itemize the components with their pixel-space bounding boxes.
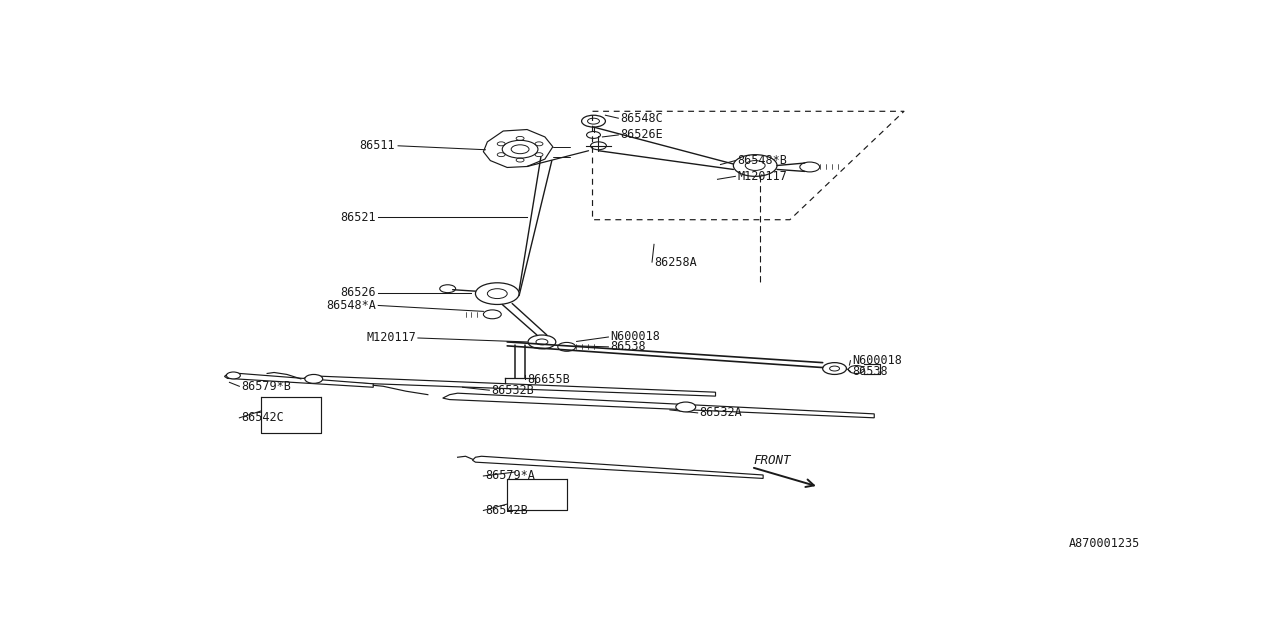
Text: 86258A: 86258A	[654, 255, 696, 269]
Text: 86542B: 86542B	[485, 504, 529, 517]
Text: 86548*B: 86548*B	[737, 154, 787, 167]
Text: 86511: 86511	[360, 140, 396, 152]
Text: N600018: N600018	[611, 330, 660, 344]
Text: 86655B: 86655B	[527, 373, 570, 386]
Text: 86542C: 86542C	[242, 412, 284, 424]
Text: M120117: M120117	[366, 332, 416, 344]
Circle shape	[227, 372, 241, 379]
Polygon shape	[224, 373, 374, 387]
Text: 86579*A: 86579*A	[485, 470, 535, 483]
Text: M120117: M120117	[737, 170, 787, 183]
Polygon shape	[443, 393, 874, 418]
Text: N600018: N600018	[852, 354, 902, 367]
Text: 86579*B: 86579*B	[242, 380, 292, 393]
Text: 86538: 86538	[852, 365, 888, 378]
Text: 86532A: 86532A	[700, 406, 742, 419]
Circle shape	[305, 374, 323, 383]
Text: 86548*A: 86548*A	[326, 299, 376, 312]
Polygon shape	[301, 376, 716, 396]
Text: FRONT: FRONT	[753, 454, 791, 467]
Polygon shape	[472, 456, 763, 479]
Text: 86538: 86538	[611, 340, 646, 353]
Text: 86521: 86521	[340, 211, 376, 224]
Text: A870001235: A870001235	[1069, 537, 1140, 550]
Text: 86526: 86526	[340, 286, 376, 299]
Text: 86532B: 86532B	[492, 384, 534, 397]
Circle shape	[676, 402, 696, 412]
Text: 86548C: 86548C	[621, 112, 663, 125]
Text: 86526E: 86526E	[621, 129, 663, 141]
